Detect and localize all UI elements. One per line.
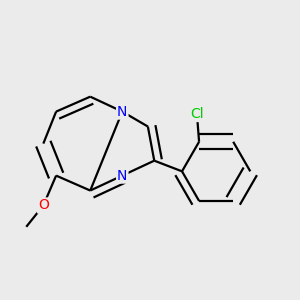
Text: N: N <box>117 105 128 118</box>
Text: Cl: Cl <box>190 107 204 121</box>
Text: O: O <box>38 199 49 212</box>
Text: N: N <box>117 169 128 183</box>
